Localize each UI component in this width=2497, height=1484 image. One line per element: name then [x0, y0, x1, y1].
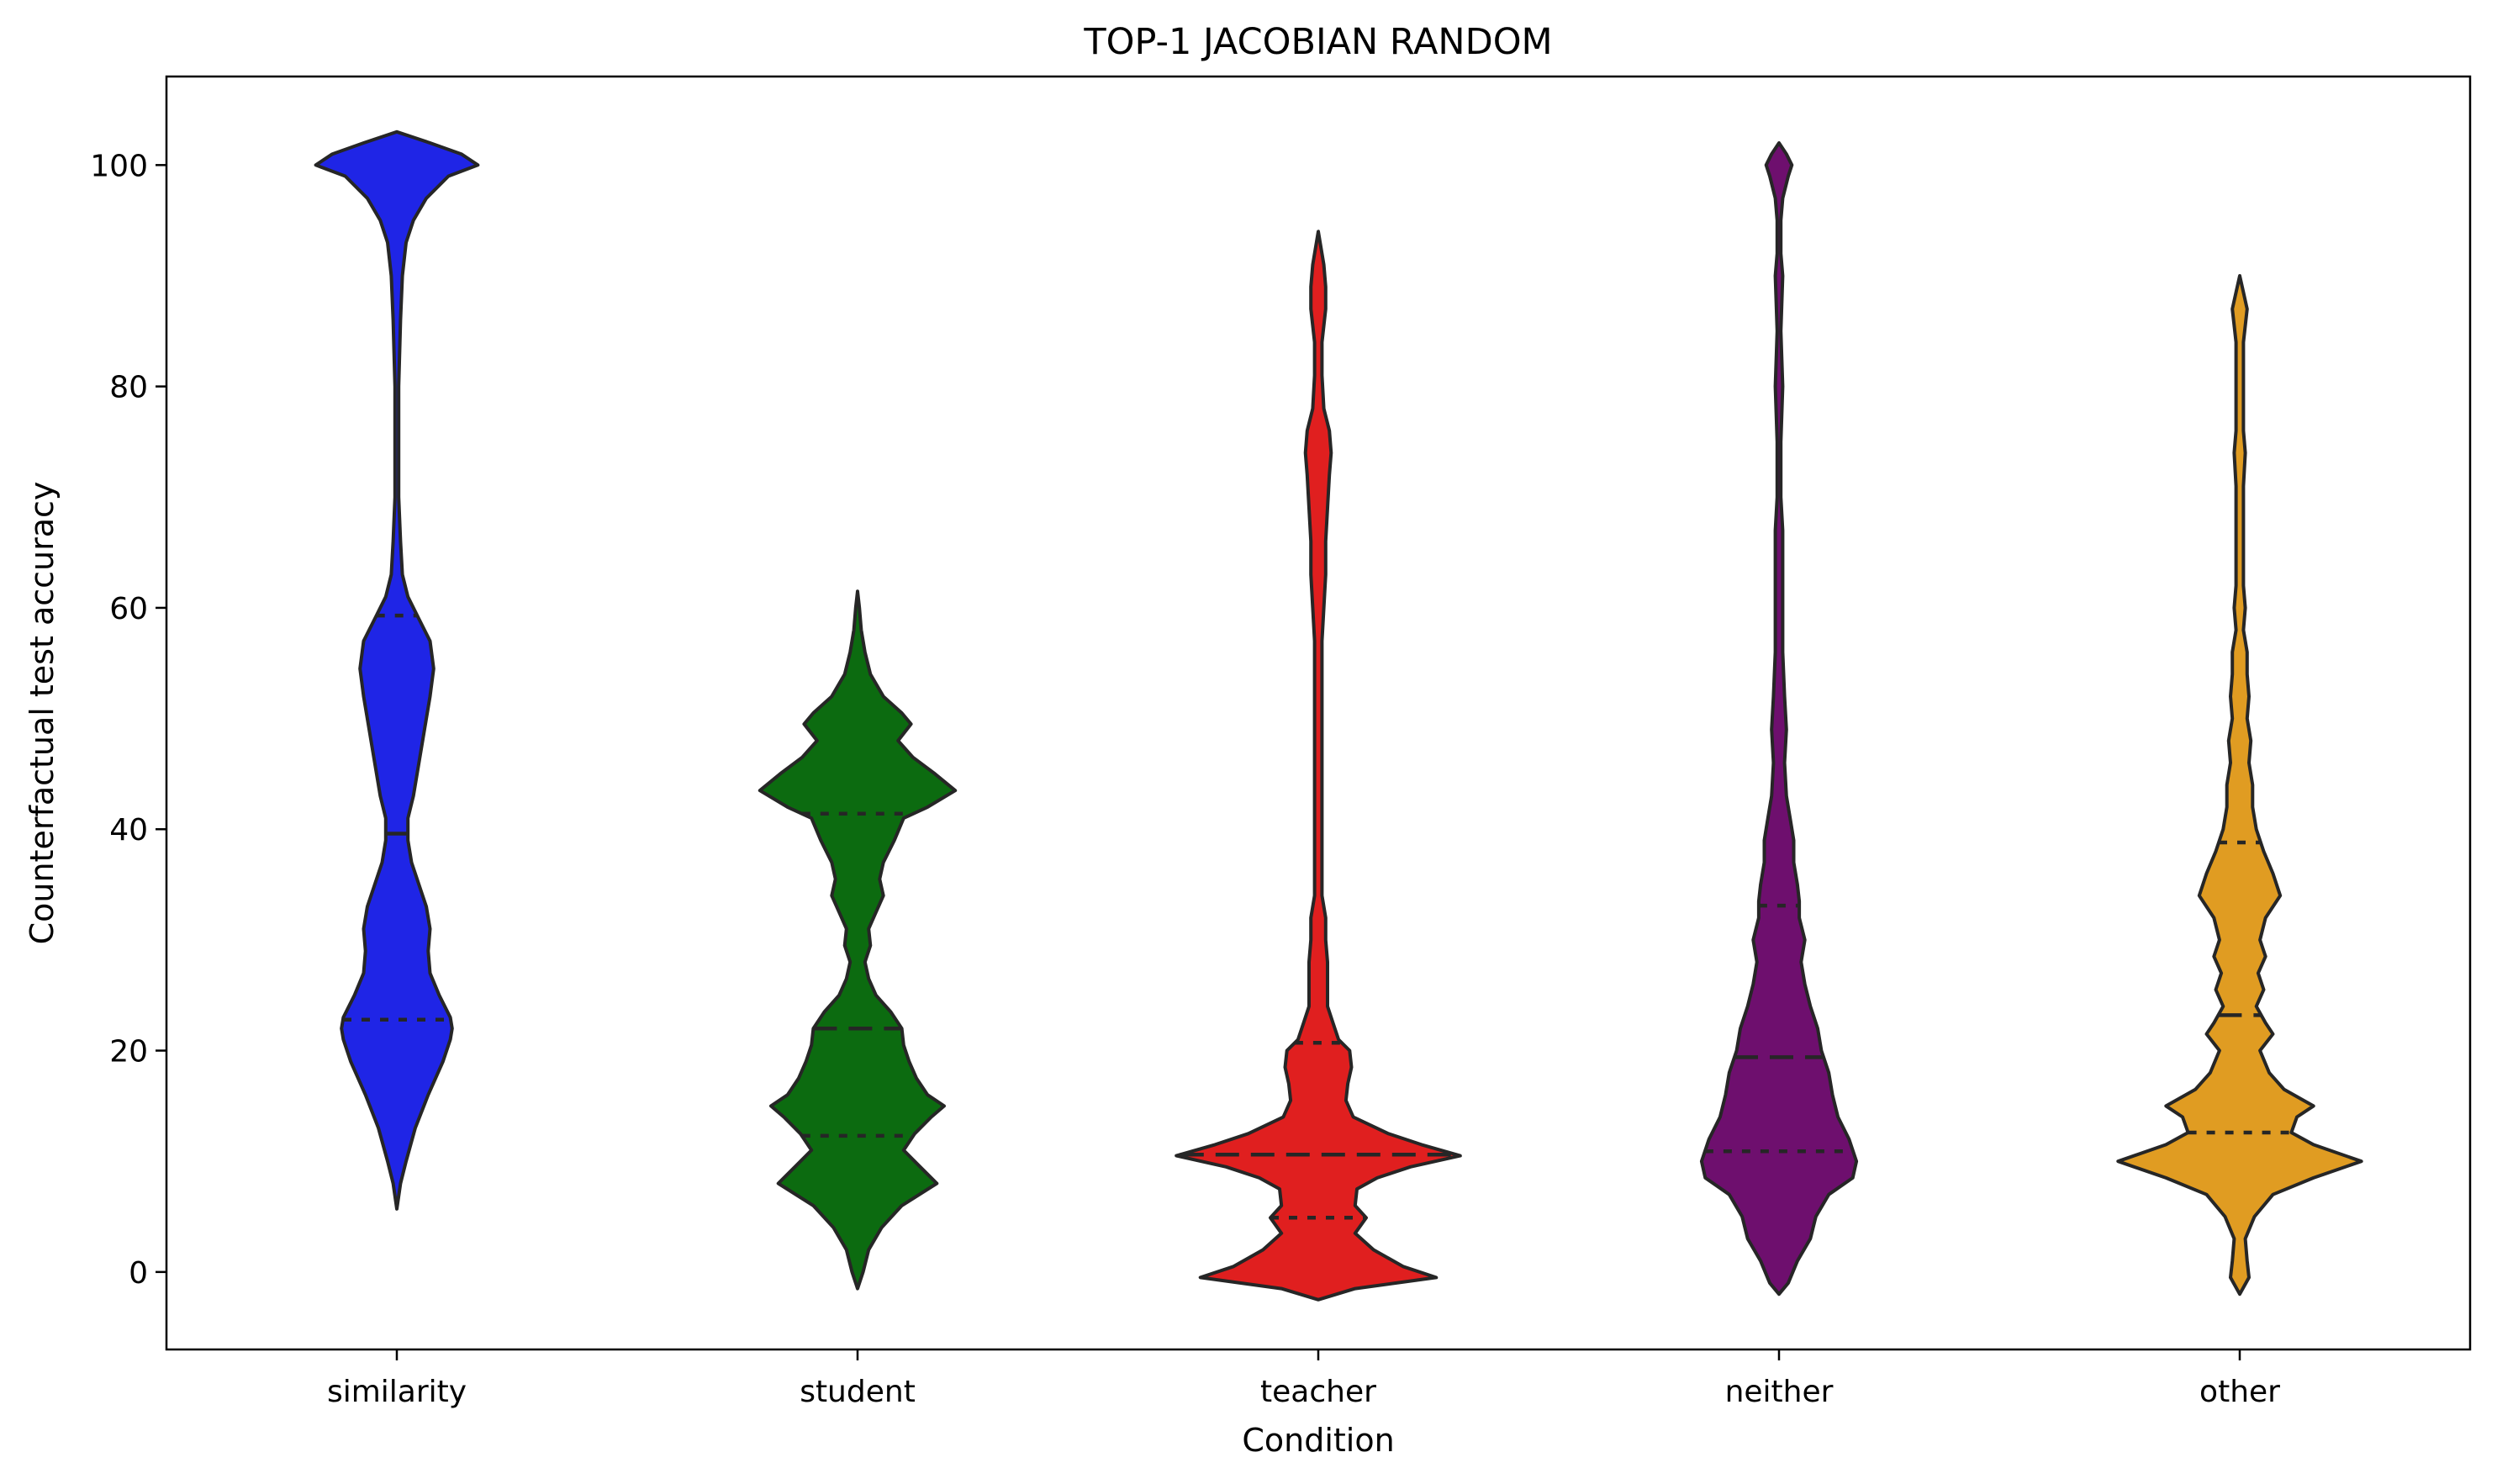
violin-neither: [1699, 141, 1859, 1297]
violin-similarity: [314, 129, 480, 1211]
violin-other: [2116, 274, 2363, 1297]
chart-title: TOP-1 JACOBIAN RANDOM: [1083, 21, 1552, 63]
violin-student: [758, 589, 958, 1291]
y-axis: 0 20 40 60 80 100: [90, 149, 166, 1291]
y-tick-label: 40: [109, 813, 148, 848]
x-axis: similarity student teacher neither other: [327, 1349, 2280, 1409]
y-tick-label: 80: [109, 371, 148, 405]
x-axis-title: Condition: [1242, 1422, 1394, 1459]
plot-area: [314, 129, 2363, 1302]
x-tick-label-student: student: [800, 1375, 916, 1409]
y-tick-label: 60: [109, 592, 148, 626]
x-tick-label-neither: neither: [1725, 1375, 1834, 1409]
x-tick-label-similarity: similarity: [327, 1375, 467, 1409]
x-tick-label-teacher: teacher: [1260, 1375, 1376, 1409]
y-axis-title: Counterfactual test accuracy: [24, 482, 61, 945]
y-tick-label: 20: [109, 1035, 148, 1069]
x-tick-label-other: other: [2199, 1375, 2280, 1409]
violin-teacher: [1175, 230, 1462, 1302]
y-tick-label: 100: [90, 149, 148, 183]
y-tick-label: 0: [129, 1256, 148, 1291]
